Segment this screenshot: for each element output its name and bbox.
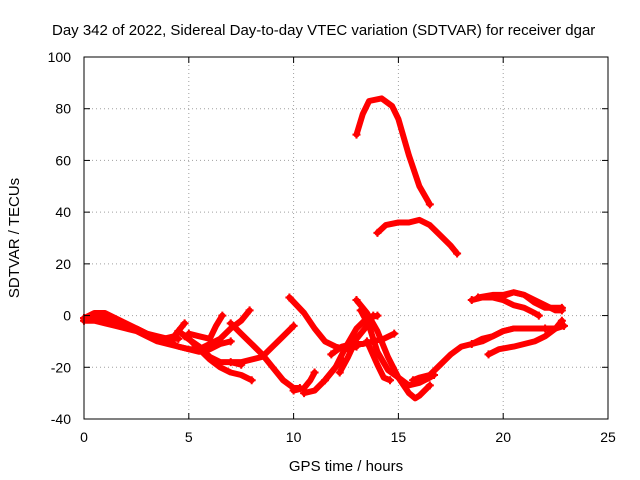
series-arc-19-start-marker xyxy=(356,306,365,315)
series-arc-17-start-marker xyxy=(373,228,382,237)
series-arc-24-end-marker xyxy=(534,311,543,320)
series-arc-14-end-marker xyxy=(390,329,399,338)
series-arc-22 xyxy=(468,325,549,347)
series-arc-10-start-marker xyxy=(285,293,294,302)
series-arc-9-start-marker xyxy=(226,358,235,367)
series-arc-23 xyxy=(485,317,565,358)
grid-layer xyxy=(84,57,608,419)
series-arc-7-start-marker xyxy=(180,332,189,341)
y-tick-label: 40 xyxy=(55,204,71,220)
series-arc-2-end-marker xyxy=(245,306,254,315)
x-tick-label: 15 xyxy=(391,429,407,445)
series-arc-4-start-marker xyxy=(147,332,156,341)
x-tick-label: 10 xyxy=(286,429,302,445)
series-arc-13-start-marker xyxy=(321,376,330,385)
series-arc-9 xyxy=(227,322,297,366)
series-arc-24-start-marker xyxy=(467,296,476,305)
y-tick-label: 60 xyxy=(55,152,71,168)
series-arc-23-start-marker xyxy=(484,350,493,359)
series-arc-5-end-marker xyxy=(218,311,227,320)
series-arc-26-end-marker xyxy=(557,303,566,312)
y-tick-label: 100 xyxy=(48,49,72,65)
y-tick-label: 0 xyxy=(63,308,71,324)
series-arc-6-start-marker xyxy=(174,327,183,336)
series-arc-21-start-marker xyxy=(409,376,418,385)
x-tick-label: 20 xyxy=(495,429,511,445)
series-arc-26-start-marker xyxy=(495,293,504,302)
series-arc-11-start-marker xyxy=(289,386,298,395)
series-arc-18-start-marker xyxy=(352,296,361,305)
plot-frame xyxy=(83,56,609,420)
x-tick-label: 0 xyxy=(80,429,88,445)
series-arc-25-start-marker xyxy=(474,293,483,302)
series-arc-5 xyxy=(185,312,226,342)
y-tick-label: -20 xyxy=(51,359,71,375)
series-arc-12-start-marker xyxy=(300,389,309,398)
y-axis-title: SDTVAR / TECUs xyxy=(6,178,23,298)
series-arc-20-start-marker xyxy=(362,337,371,346)
series-arc-22-start-marker xyxy=(467,340,476,349)
chart-title: Day 342 of 2022, Sidereal Day-to-day VTE… xyxy=(52,22,595,39)
y-tick-label: -40 xyxy=(51,411,71,427)
x-tick-label: 5 xyxy=(185,429,193,445)
series-arc-3-end-marker xyxy=(226,337,235,346)
series-arc-16-end-marker xyxy=(425,200,434,209)
series-arc-11 xyxy=(290,369,318,394)
tick-layer: 0 5 10 15 20 25 -40 -20 0 20 40 60 80 100 xyxy=(48,49,616,445)
series-arc-16-start-marker xyxy=(352,130,361,139)
y-tick-label: 80 xyxy=(55,101,71,117)
x-axis-title: GPS time / hours xyxy=(289,458,403,475)
series-arc-8-start-marker xyxy=(226,319,235,328)
series-arc-18-end-marker xyxy=(425,381,434,390)
series-arc-26 xyxy=(496,289,565,311)
series-arc-19 xyxy=(357,307,437,389)
series-arc-8 xyxy=(227,320,303,391)
series-arc-4-end-marker xyxy=(180,319,189,328)
series-arc-20-end-marker xyxy=(386,376,395,385)
series-arc-16 xyxy=(353,95,433,208)
y-tick-label: 20 xyxy=(55,256,71,272)
series-arc-17-end-marker xyxy=(453,249,462,258)
series-arc-14-start-marker xyxy=(327,350,336,359)
series-arc-11-end-marker xyxy=(310,368,319,377)
series-arc-23-end-marker xyxy=(557,316,566,325)
series-arc-20 xyxy=(364,338,393,384)
series-arc-6-end-marker xyxy=(247,376,256,385)
series-arc-15-start-marker xyxy=(335,368,344,377)
series-arc-17 xyxy=(374,216,461,257)
series-layer xyxy=(80,95,568,402)
series-arc-9-end-marker xyxy=(289,321,298,330)
x-tick-label: 25 xyxy=(600,429,616,445)
series-arc-22-end-marker xyxy=(541,324,550,333)
